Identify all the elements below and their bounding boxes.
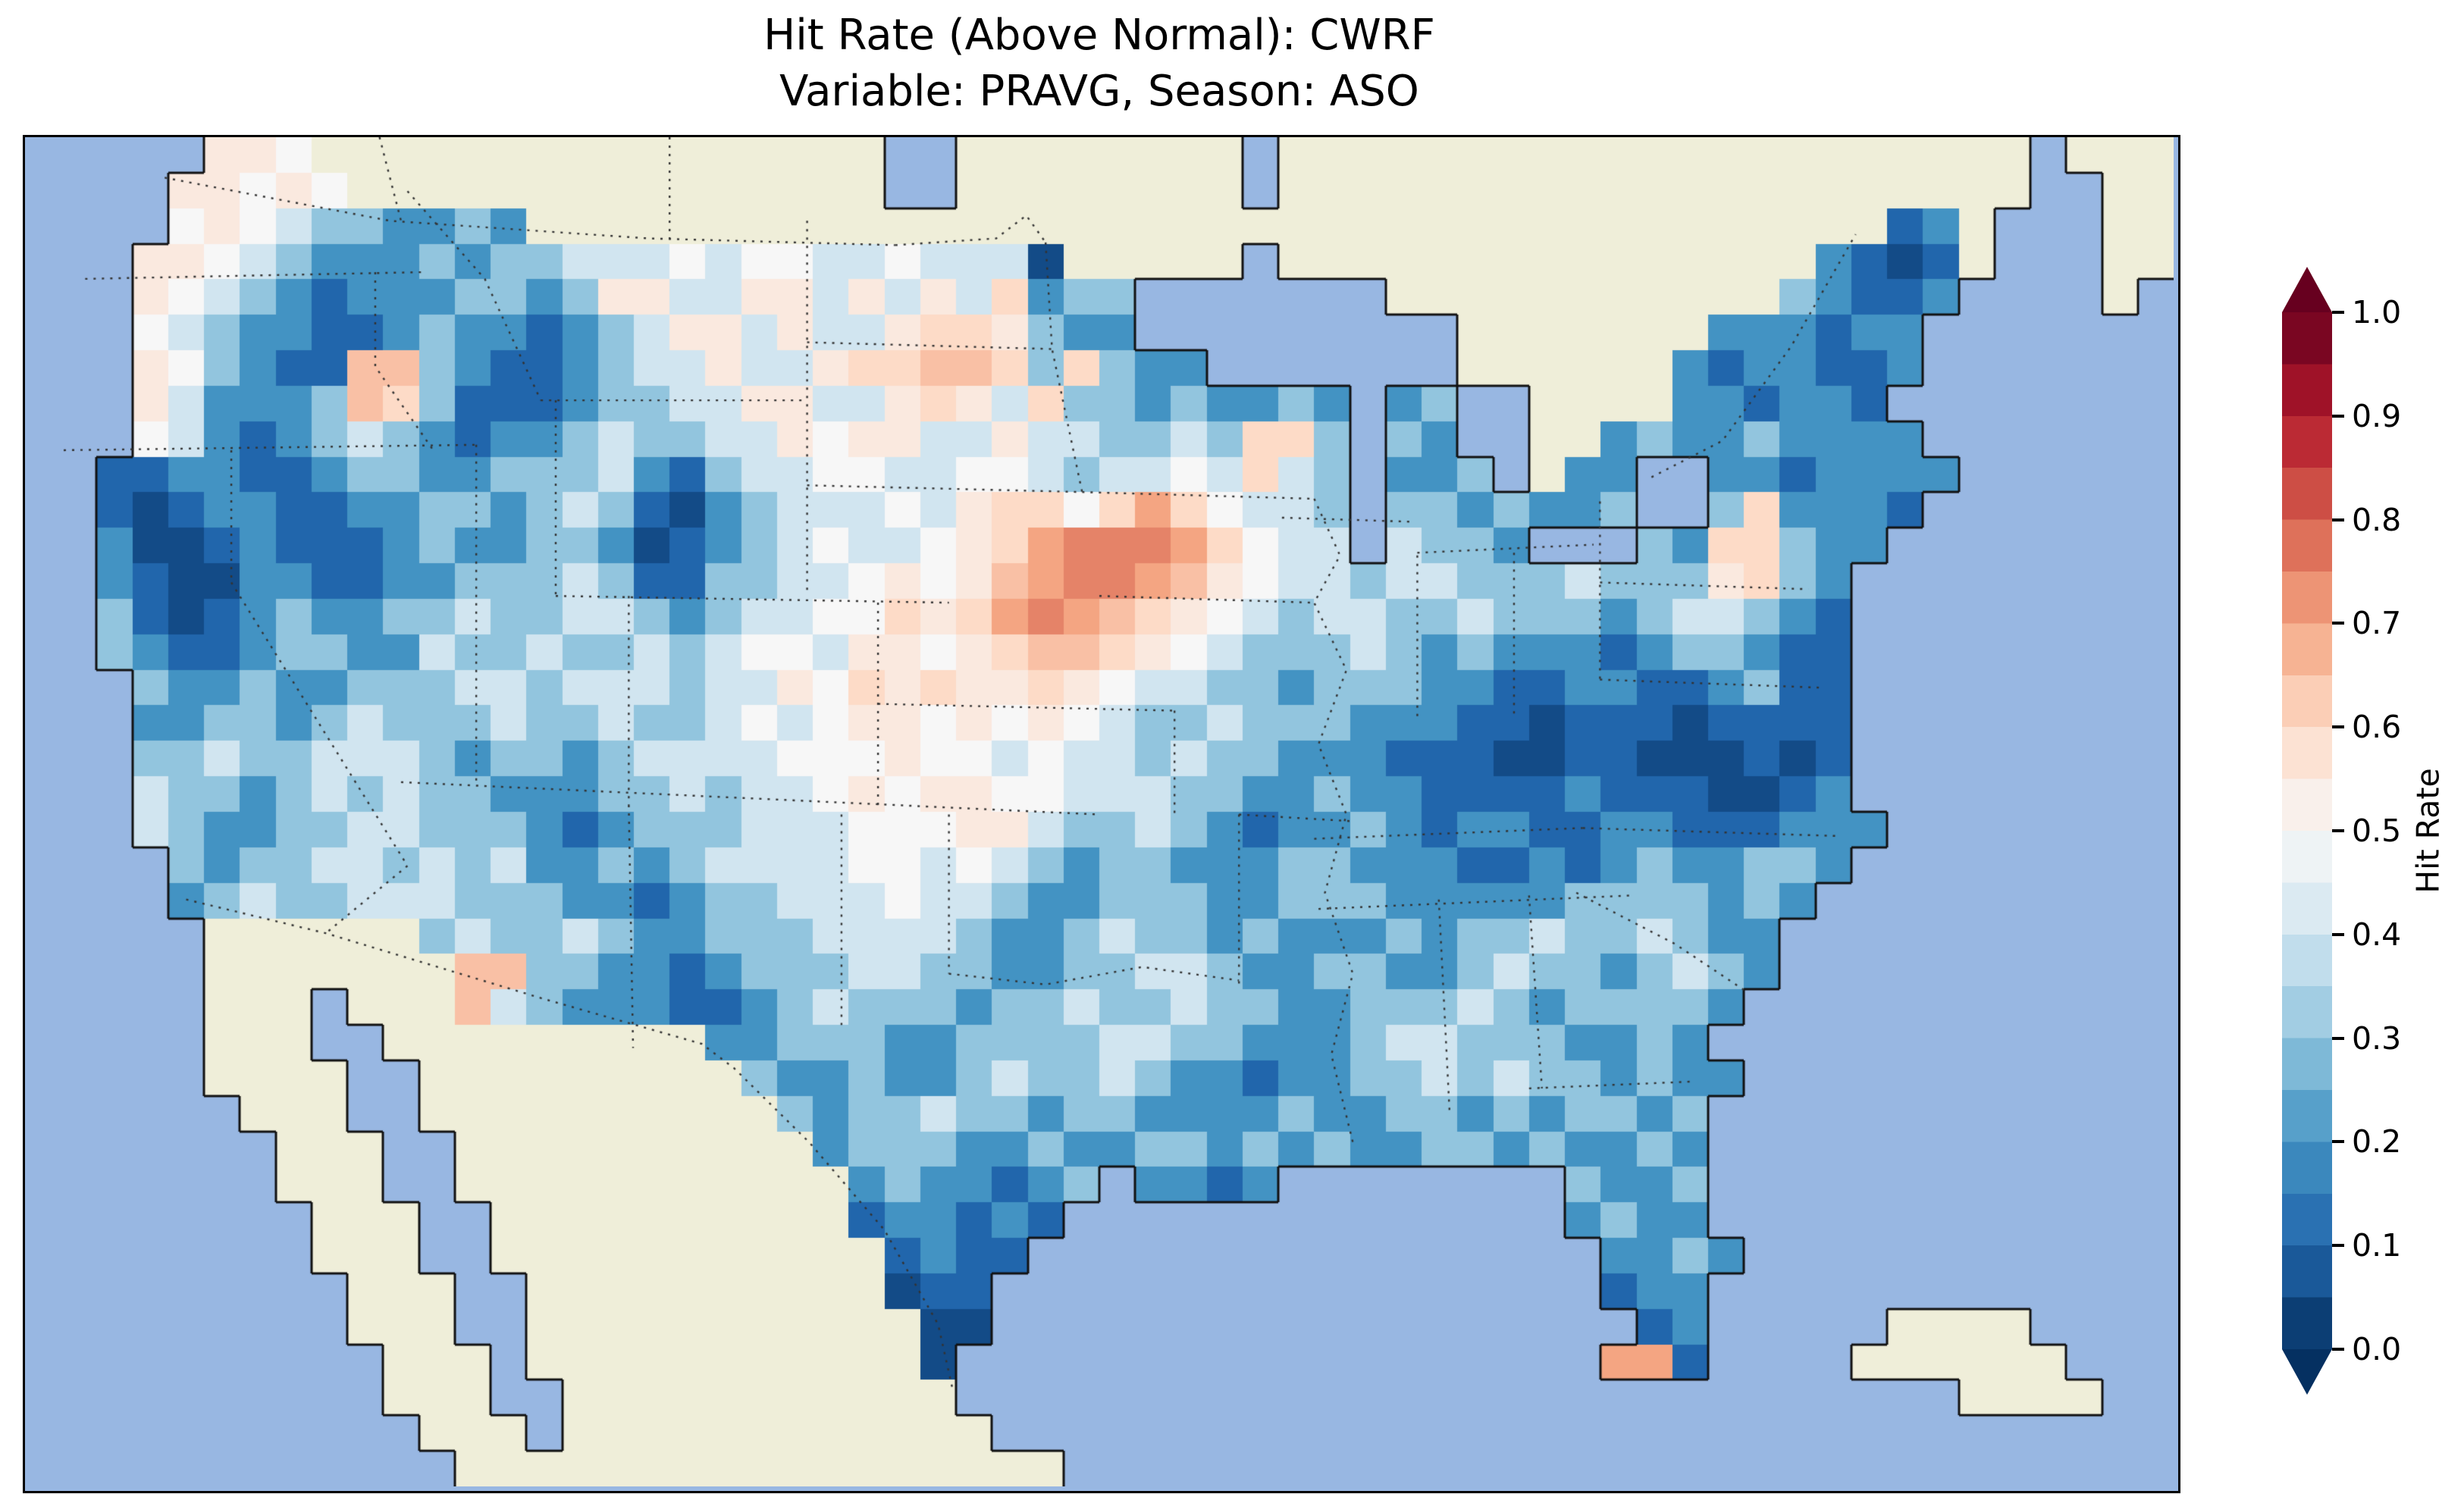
colorbar-tick-label: 1.0 <box>2352 294 2402 330</box>
colorbar-tick-label: 0.3 <box>2352 1019 2402 1057</box>
colorbar-tick-mark <box>2332 1036 2344 1040</box>
colorbar-tick-label: 0.2 <box>2352 1123 2402 1160</box>
colorbar-tick-mark <box>2332 932 2344 936</box>
colorbar-tick: 0.8 <box>2332 502 2401 538</box>
colorbar-tick-mark <box>2332 414 2344 418</box>
chart-subtitle: Variable: PRAVG, Season: ASO <box>779 66 1419 116</box>
colorbar-tick: 0.0 <box>2332 1331 2401 1367</box>
colorbar-tick-mark <box>2332 1244 2344 1248</box>
colorbar-arrow-bottom <box>2282 1349 2332 1395</box>
colorbar-tick: 0.5 <box>2332 813 2401 849</box>
colorbar-tick: 1.0 <box>2332 294 2401 330</box>
chart-title-block: Hit Rate (Above Normal): CWRF Variable: … <box>23 8 2176 120</box>
colorbar-tick-mark <box>2332 725 2344 729</box>
colorbar-tick: 0.3 <box>2332 1020 2401 1057</box>
colorbar-tick-mark <box>2332 829 2344 832</box>
colorbar-ticks: 0.0 0.1 0.2 0.3 0.4 0.5 0.6 0.7 0.8 0.9 1.0 <box>2332 294 2446 1367</box>
colorbar-tick: 0.4 <box>2332 916 2401 953</box>
map-axes <box>23 135 2180 1493</box>
colorbar-tick-label: 0.4 <box>2352 916 2402 953</box>
colorbar-tick-mark <box>2332 622 2344 625</box>
colorbar-tick-mark <box>2332 311 2344 314</box>
colorbar-tick-label: 0.1 <box>2352 1227 2402 1264</box>
colorbar-tick-label: 0.8 <box>2352 501 2402 538</box>
colorbar-tick: 0.1 <box>2332 1227 2401 1264</box>
colorbar-gradient <box>2282 312 2332 1349</box>
us-hit-rate-map <box>25 137 2174 1486</box>
colorbar-arrow-top <box>2282 267 2332 312</box>
chart-title: Hit Rate (Above Normal): CWRF <box>763 11 1435 60</box>
colorbar-axis-label-box: Hit Rate <box>2402 312 2455 1349</box>
colorbar-tick-label: 0.6 <box>2352 709 2402 746</box>
colorbar-tick: 0.2 <box>2332 1123 2401 1160</box>
colorbar-tick-label: 0.5 <box>2352 813 2402 849</box>
colorbar-tick-mark <box>2332 518 2344 521</box>
colorbar-tick: 0.9 <box>2332 398 2401 434</box>
colorbar-tick-label: 0.7 <box>2352 605 2402 642</box>
colorbar-tick: 0.7 <box>2332 605 2401 641</box>
colorbar-tick: 0.6 <box>2332 709 2401 745</box>
colorbar-tick-label: 0.9 <box>2352 397 2402 434</box>
colorbar-tick-mark <box>2332 1348 2344 1351</box>
colorbar-tick-mark <box>2332 1140 2344 1144</box>
colorbar-tick-label: 0.0 <box>2352 1331 2402 1367</box>
colorbar-axis-label: Hit Rate <box>2410 768 2447 894</box>
